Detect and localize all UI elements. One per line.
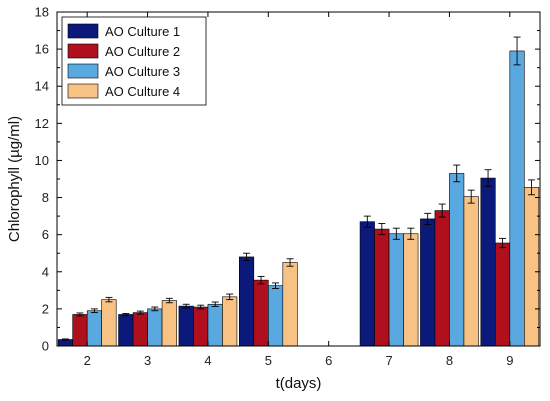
x-tick-label: 5 xyxy=(265,353,272,368)
error-bar-4-day-4 xyxy=(226,293,234,301)
y-tick-label: 2 xyxy=(42,301,49,316)
legend: AO Culture 1 AO Culture 2 AO Culture 3 AO C… xyxy=(61,16,207,106)
error-bar-2-day-3 xyxy=(136,310,144,315)
y-tick-label: 6 xyxy=(42,227,49,242)
error-bar-3-day-8 xyxy=(453,164,461,183)
error-bar-1-day-8 xyxy=(424,212,432,225)
bar-4-day-8 xyxy=(463,196,479,347)
legend-label-4: AO Culture 4 xyxy=(105,84,180,99)
error-bar-3-day-2 xyxy=(90,308,98,314)
bar-2-day-8 xyxy=(434,210,450,347)
legend-swatch-1 xyxy=(67,23,99,39)
legend-swatch-3 xyxy=(67,63,99,79)
legend-label-3: AO Culture 3 xyxy=(105,64,180,79)
error-bar-3-day-4 xyxy=(211,301,219,307)
error-bar-1-day-3 xyxy=(122,313,130,316)
bars-layer xyxy=(57,50,540,347)
error-bar-1-day-7 xyxy=(363,215,371,228)
error-bar-3-day-7 xyxy=(392,227,400,240)
x-tick-label: 3 xyxy=(144,353,151,368)
error-bar-4-day-3 xyxy=(165,297,173,304)
error-bar-4-day-8 xyxy=(467,189,475,204)
x-tick-label: 6 xyxy=(325,353,332,368)
legend-swatch-2 xyxy=(67,43,99,59)
y-axis-label: Chlorophyll (µg/ml) xyxy=(6,116,23,242)
bar-1-day-3 xyxy=(118,314,134,347)
bar-2-day-9 xyxy=(495,242,511,347)
bar-4-day-4 xyxy=(222,296,238,347)
y-tick-label: 12 xyxy=(35,116,49,131)
error-bars-layer xyxy=(61,36,536,341)
error-bar-1-day-9 xyxy=(484,169,492,187)
y-axis: 0 2 4 6 8 10 12 14 16 18 xyxy=(35,5,540,354)
bar-4-day-5 xyxy=(282,262,298,347)
legend-swatch-4 xyxy=(67,83,99,99)
bar-4-day-2 xyxy=(101,299,117,347)
bar-1-day-7 xyxy=(359,221,375,347)
bar-2-day-2 xyxy=(72,314,88,347)
error-bar-4-day-9 xyxy=(528,179,536,196)
bar-3-day-7 xyxy=(388,233,404,347)
y-tick-label: 14 xyxy=(35,79,49,94)
x-tick-label: 9 xyxy=(506,353,513,368)
bar-4-day-7 xyxy=(403,233,419,347)
bar-1-day-8 xyxy=(420,218,436,347)
error-bar-1-day-5 xyxy=(243,252,251,262)
bar-2-day-3 xyxy=(132,312,148,347)
y-tick-label: 4 xyxy=(42,264,49,279)
bar-2-day-7 xyxy=(374,228,390,347)
bar-3-day-8 xyxy=(449,173,465,347)
bar-4-day-3 xyxy=(161,300,177,347)
bar-2-day-5 xyxy=(253,279,269,347)
error-bar-1-day-4 xyxy=(182,303,190,309)
error-bar-2-day-9 xyxy=(499,237,507,249)
error-bar-2-day-4 xyxy=(197,304,205,310)
bar-3-day-4 xyxy=(207,303,223,347)
bar-3-day-2 xyxy=(86,310,102,347)
y-tick-label: 8 xyxy=(42,190,49,205)
error-bar-2-day-5 xyxy=(257,275,265,285)
x-tick-label: 2 xyxy=(84,353,91,368)
bar-3-day-5 xyxy=(268,285,284,347)
legend-label-2: AO Culture 2 xyxy=(105,44,180,59)
legend-label-1: AO Culture 1 xyxy=(105,24,180,39)
error-bar-3-day-5 xyxy=(272,282,280,289)
bar-1-day-4 xyxy=(178,305,194,347)
error-bar-4-day-2 xyxy=(105,296,113,303)
y-tick-label: 0 xyxy=(42,339,49,354)
error-bar-1-day-2 xyxy=(61,338,69,341)
error-bar-3-day-3 xyxy=(151,306,159,312)
error-bar-2-day-2 xyxy=(76,312,84,317)
error-bar-4-day-7 xyxy=(407,227,415,240)
bar-4-day-9 xyxy=(524,187,540,347)
error-bar-4-day-5 xyxy=(286,258,294,267)
x-axis-label: t(days) xyxy=(276,375,322,392)
y-tick-label: 18 xyxy=(35,5,49,20)
x-axis: 2 3 4 5 6 7 8 9 xyxy=(84,12,513,368)
y-tick-label: 16 xyxy=(35,42,49,57)
bar-3-day-9 xyxy=(509,50,525,347)
bar-1-day-9 xyxy=(480,177,496,347)
x-tick-label: 7 xyxy=(385,353,392,368)
x-tick-label: 8 xyxy=(446,353,453,368)
bar-3-day-3 xyxy=(147,308,163,347)
bar-2-day-4 xyxy=(193,306,209,347)
x-tick-label: 4 xyxy=(204,353,211,368)
error-bar-3-day-9 xyxy=(513,36,521,66)
y-tick-label: 10 xyxy=(35,153,49,168)
error-bar-2-day-8 xyxy=(438,203,446,218)
error-bar-2-day-7 xyxy=(378,223,386,236)
bar-1-day-5 xyxy=(239,256,255,347)
